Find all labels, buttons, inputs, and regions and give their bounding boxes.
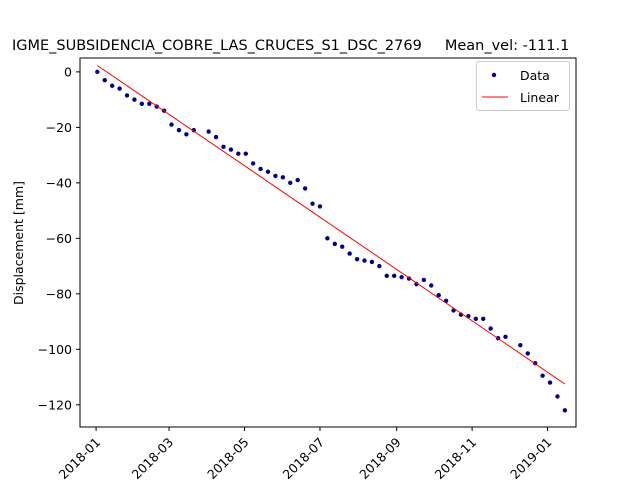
legend: Data Linear	[476, 61, 570, 111]
plot-area	[95, 65, 568, 413]
data-point	[325, 236, 330, 241]
data-point	[302, 186, 308, 191]
data-point	[310, 201, 315, 206]
data-point	[228, 147, 234, 152]
y-tick-label: −60	[46, 231, 72, 246]
y-tick-label: −80	[46, 286, 72, 301]
legend-box	[476, 61, 570, 111]
data-point	[265, 169, 271, 174]
data-point	[399, 274, 404, 280]
data-point	[124, 93, 130, 98]
data-point	[421, 277, 427, 283]
data-point	[273, 173, 278, 179]
data-point	[295, 177, 300, 183]
y-tick-label: 0	[64, 64, 72, 79]
data-point	[481, 316, 486, 321]
data-point	[250, 161, 256, 166]
data-point	[518, 342, 523, 348]
data-point	[206, 129, 211, 134]
legend-marker-data	[491, 72, 497, 78]
chart-title: IGME_SUBSIDENCIA_COBRE_LAS_CRUCES_S1_DSC…	[12, 38, 569, 54]
axes: 0 −20 −40 −60 −80 −100 −120 2018-01 2018-03 2018-…	[38, 57, 577, 480]
data-point	[473, 316, 479, 321]
data-point	[362, 258, 367, 263]
data-point	[562, 408, 568, 413]
data-point	[132, 97, 137, 102]
legend-label-linear: Linear	[520, 90, 560, 105]
data-point	[317, 204, 323, 209]
data-point	[258, 166, 263, 172]
y-tick-label: −20	[46, 120, 72, 135]
data-point	[147, 101, 152, 106]
data-point	[184, 132, 189, 137]
data-point	[555, 394, 560, 399]
data-point	[221, 144, 226, 149]
y-axis-label: Displacement [mm]	[11, 181, 26, 305]
data-point	[429, 283, 434, 288]
x-tick-label: 2018-05	[204, 435, 252, 480]
x-tick-label: 2018-01	[56, 435, 104, 480]
data-point	[414, 281, 419, 287]
data-point	[377, 263, 382, 269]
data-point	[169, 122, 174, 127]
data-point	[436, 293, 441, 298]
y-tick-label: −40	[46, 175, 72, 190]
data-point	[109, 83, 115, 88]
x-tick-label: 2018-09	[356, 434, 404, 480]
data-point	[213, 134, 219, 140]
data-point	[139, 101, 145, 106]
data-point	[525, 351, 530, 356]
data-point	[391, 273, 397, 278]
data-point	[384, 273, 389, 278]
data-point	[332, 241, 338, 247]
data-point	[547, 380, 553, 385]
x-tick-label: 2019-01	[507, 435, 555, 480]
data-point	[354, 256, 360, 262]
data-point	[340, 244, 345, 249]
y-tick-label: −120	[38, 397, 72, 412]
x-tick-label: 2018-03	[129, 435, 177, 480]
data-point	[369, 259, 375, 265]
data-point	[191, 127, 196, 133]
axes-frame	[79, 57, 577, 428]
data-point	[117, 86, 122, 91]
x-tick-label: 2018-11	[432, 435, 480, 480]
data-point	[488, 326, 493, 331]
y-tick-label: −100	[38, 342, 72, 357]
x-tick-label: 2018-07	[280, 435, 328, 480]
data-point	[243, 151, 248, 156]
legend-label-data: Data	[520, 68, 550, 83]
data-point	[503, 334, 508, 340]
linear-fit-line	[97, 65, 566, 385]
data-point	[347, 251, 352, 256]
data-point	[95, 69, 100, 75]
data-point	[280, 175, 286, 180]
data-point	[236, 151, 241, 156]
data-point	[102, 77, 107, 83]
data-point	[176, 127, 182, 133]
data-point	[540, 373, 545, 378]
data-point	[288, 180, 293, 186]
